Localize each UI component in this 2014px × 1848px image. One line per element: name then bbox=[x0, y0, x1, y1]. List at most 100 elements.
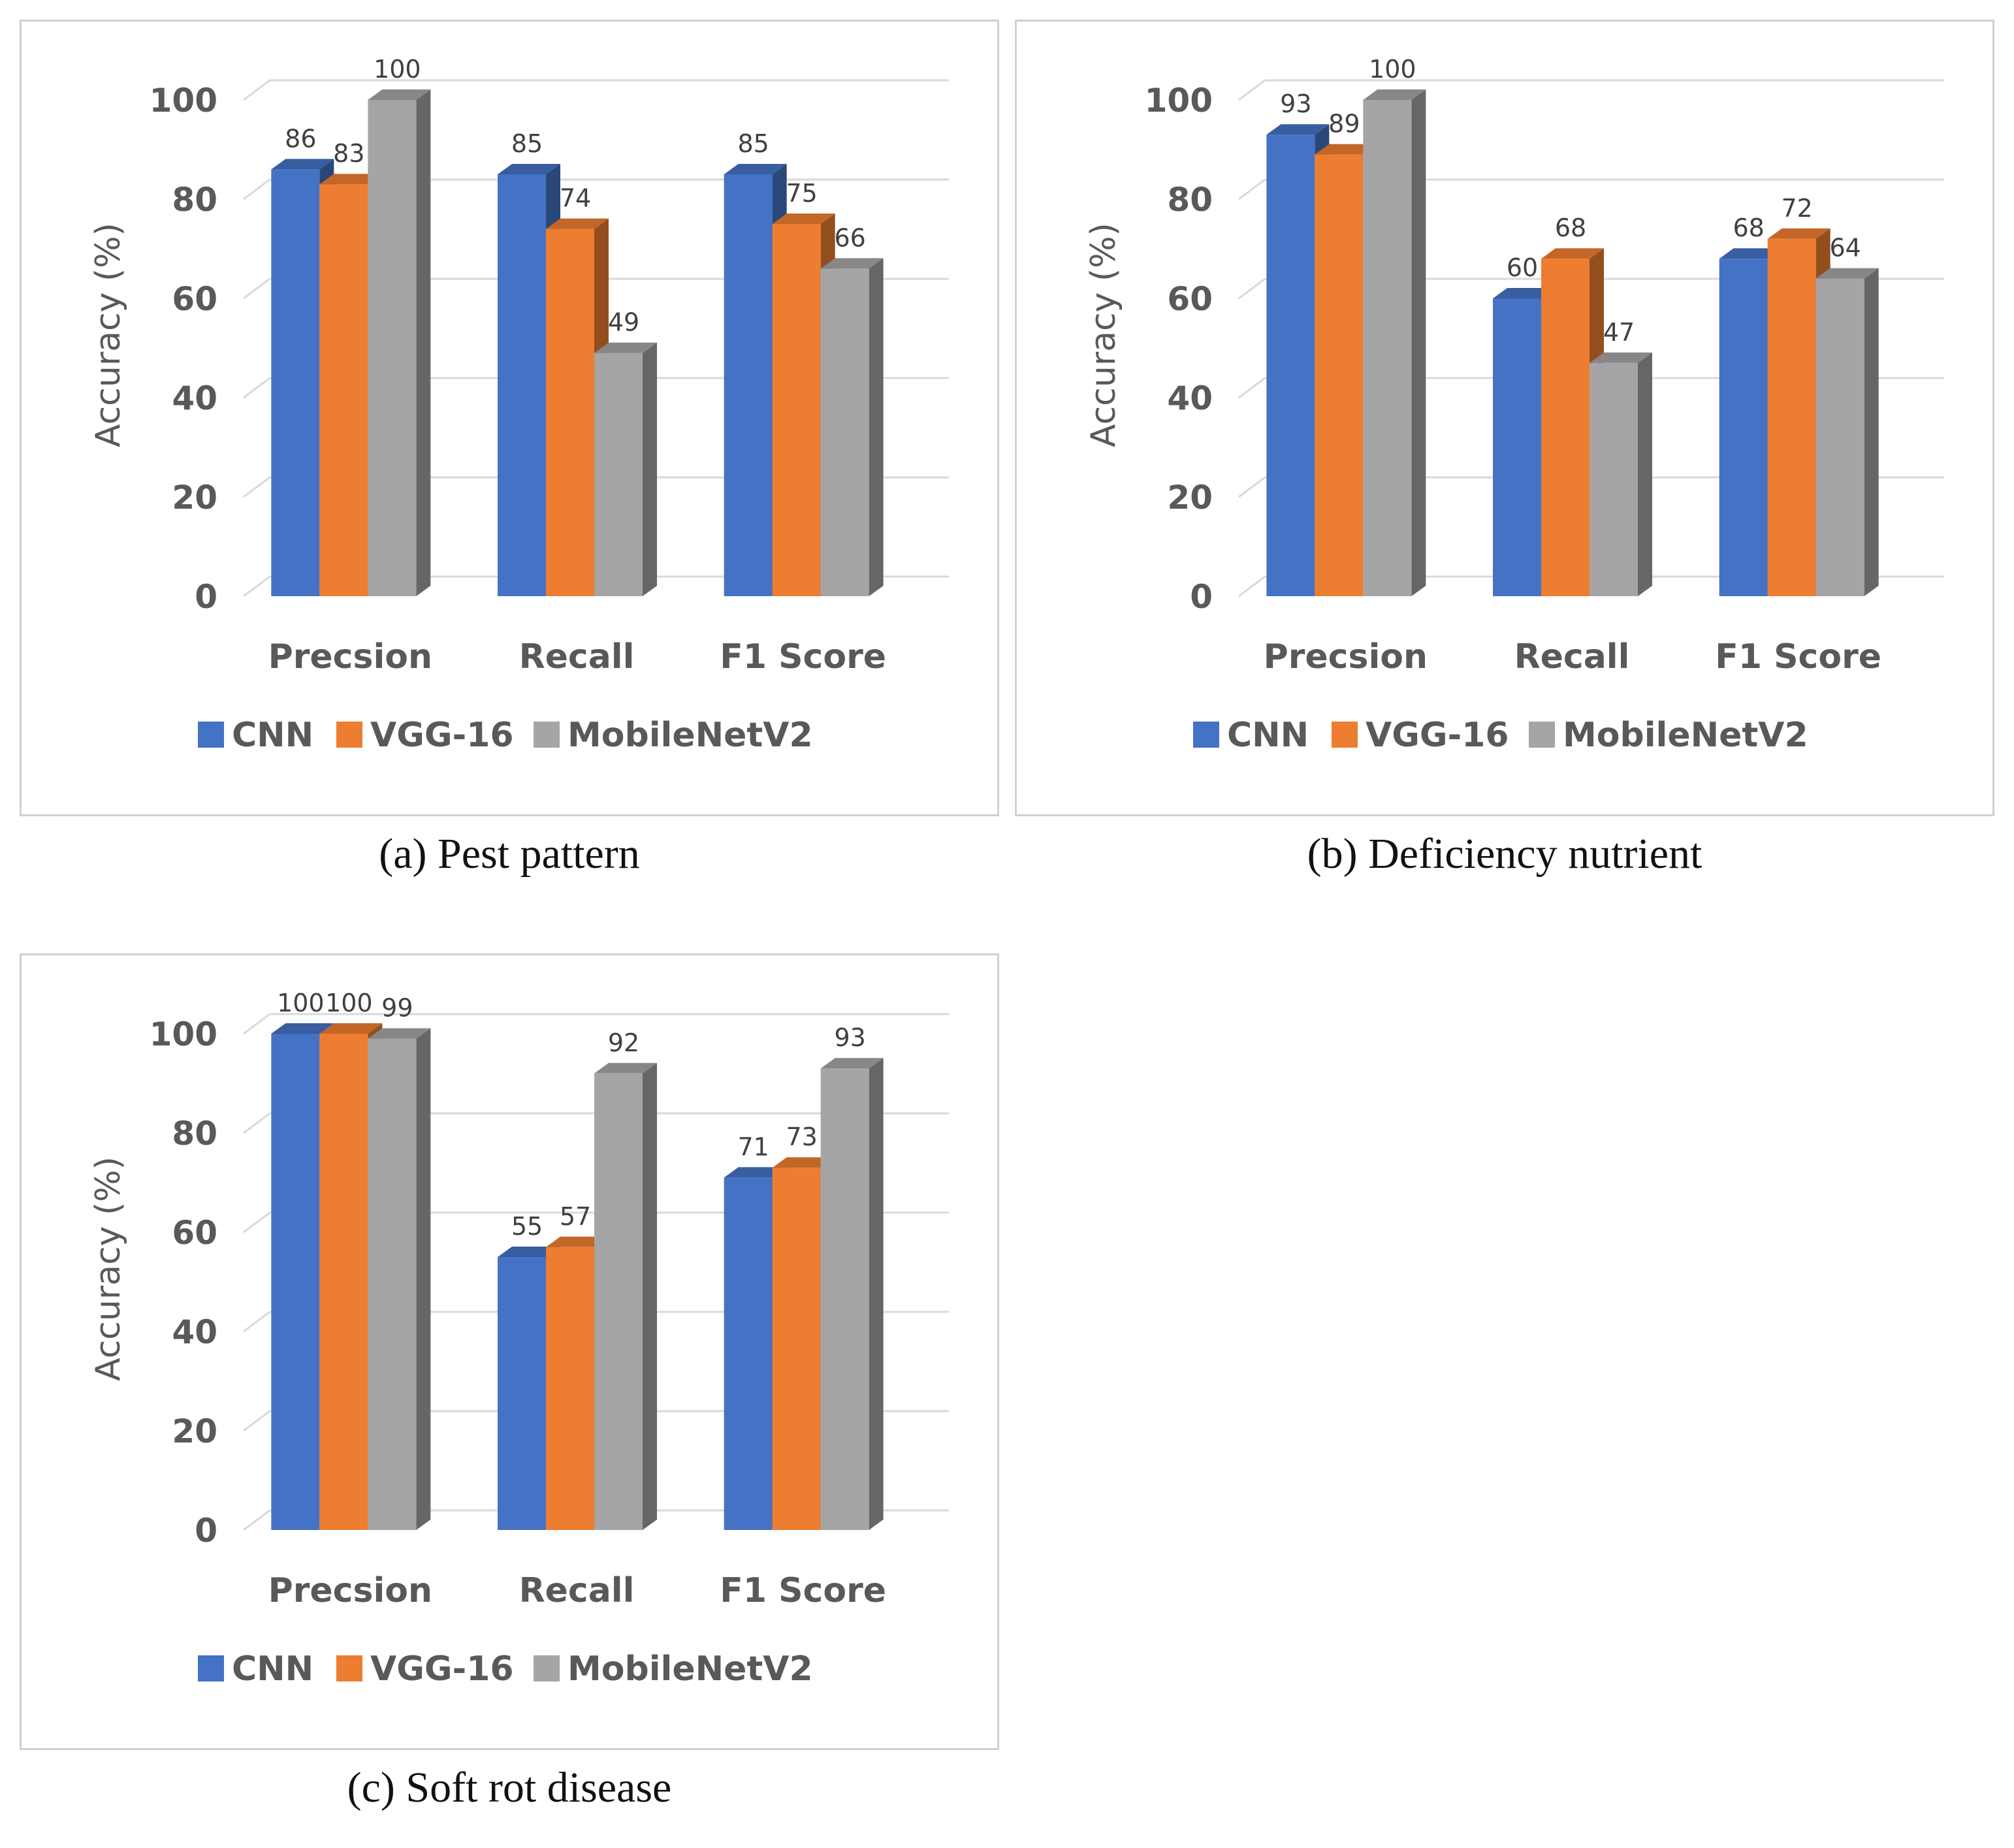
bar-top-cnn bbox=[1266, 124, 1330, 135]
data-label: 72 bbox=[1781, 194, 1812, 223]
legend-label-cnn: CNN bbox=[232, 716, 313, 755]
gridline-connector bbox=[243, 476, 270, 498]
bar-top-vgg-16 bbox=[319, 174, 383, 185]
legend-label-mobilenetv2: MobileNetV2 bbox=[567, 1649, 813, 1689]
data-label: 47 bbox=[1603, 318, 1635, 347]
category-label: Recall bbox=[519, 637, 635, 677]
gridline-connector bbox=[1238, 79, 1266, 101]
legend-label-cnn: CNN bbox=[1227, 716, 1309, 755]
y-tick-label: 60 bbox=[172, 280, 217, 318]
y-axis-label: Accuracy (%) bbox=[89, 1156, 128, 1381]
bar-vgg-16 bbox=[319, 1034, 368, 1530]
data-label: 99 bbox=[381, 994, 413, 1023]
bar-cnn bbox=[271, 1034, 320, 1530]
gridline-connector bbox=[243, 575, 270, 597]
y-tick-label: 100 bbox=[1145, 82, 1213, 119]
bar-top-vgg-16 bbox=[319, 1023, 383, 1034]
bar-mobilenetv2 bbox=[820, 268, 869, 596]
bar-vgg-16 bbox=[772, 224, 821, 596]
bar-top-vgg-16 bbox=[772, 1157, 835, 1168]
data-label: 93 bbox=[834, 1023, 865, 1052]
data-label: 100 bbox=[374, 55, 421, 84]
data-label: 100 bbox=[1369, 55, 1416, 84]
bar-top-vgg-16 bbox=[546, 218, 609, 229]
gridline-connector bbox=[243, 1509, 270, 1531]
data-label: 93 bbox=[1280, 89, 1311, 118]
bar-vgg-16 bbox=[546, 229, 594, 597]
bar-top-vgg-16 bbox=[1315, 144, 1378, 155]
category-label: Precsion bbox=[1264, 637, 1428, 677]
y-tick-label: 20 bbox=[172, 1412, 217, 1450]
gridline-connector bbox=[1238, 278, 1266, 300]
data-label: 66 bbox=[834, 223, 865, 252]
category-label: F1 Score bbox=[720, 637, 886, 677]
bar-mobilenetv2 bbox=[594, 1073, 643, 1530]
data-label: 85 bbox=[737, 129, 769, 158]
category-label: Precsion bbox=[268, 1571, 432, 1610]
bar-mobilenetv2 bbox=[820, 1068, 869, 1530]
bar-top-mobilenetv2 bbox=[1363, 89, 1426, 100]
bar-top-cnn bbox=[271, 1023, 334, 1034]
bar-side-mobilenetv2 bbox=[416, 1028, 431, 1530]
bar-top-mobilenetv2 bbox=[368, 1028, 431, 1039]
data-label: 55 bbox=[511, 1212, 543, 1241]
y-tick-label: 0 bbox=[1190, 578, 1213, 616]
bar-side-mobilenetv2 bbox=[416, 89, 431, 596]
bar-top-mobilenetv2 bbox=[368, 89, 431, 100]
bar-top-vgg-16 bbox=[546, 1236, 609, 1247]
y-tick-label: 40 bbox=[172, 379, 217, 417]
bar-side-mobilenetv2 bbox=[643, 1062, 657, 1530]
bar-mobilenetv2 bbox=[1363, 100, 1412, 596]
legend-swatch-cnn bbox=[198, 1655, 224, 1681]
bar-top-cnn bbox=[724, 164, 787, 174]
data-label: 75 bbox=[786, 179, 817, 208]
legend-label-vgg-16: VGG-16 bbox=[370, 716, 514, 755]
legend-swatch-mobilenetv2 bbox=[1529, 722, 1555, 748]
bar-top-mobilenetv2 bbox=[1815, 268, 1879, 279]
chart-caption-c: (c) Soft rot disease bbox=[347, 1764, 672, 1811]
bar-vgg-16 bbox=[772, 1168, 821, 1530]
y-tick-label: 100 bbox=[150, 1015, 217, 1053]
category-label: F1 Score bbox=[720, 1571, 886, 1610]
bar-vgg-16 bbox=[1541, 259, 1590, 596]
bar-top-vgg-16 bbox=[1541, 248, 1604, 259]
legend-label-mobilenetv2: MobileNetV2 bbox=[1563, 716, 1808, 755]
y-tick-label: 100 bbox=[150, 82, 217, 119]
data-label: 49 bbox=[608, 308, 639, 337]
data-label: 100 bbox=[277, 989, 325, 1017]
legend-swatch-cnn bbox=[198, 722, 224, 748]
gridline-connector bbox=[243, 377, 270, 399]
category-label: F1 Score bbox=[1715, 637, 1881, 677]
data-label: 57 bbox=[560, 1202, 591, 1231]
bar-top-cnn bbox=[498, 164, 560, 174]
bar-vgg-16 bbox=[1767, 238, 1816, 596]
bar-vgg-16 bbox=[546, 1247, 594, 1530]
bar-top-cnn bbox=[271, 159, 334, 170]
y-tick-label: 60 bbox=[1167, 280, 1213, 318]
data-label: 68 bbox=[1555, 214, 1586, 242]
bar-cnn bbox=[271, 169, 320, 596]
bar-top-cnn bbox=[724, 1167, 787, 1178]
y-tick-label: 40 bbox=[172, 1313, 217, 1351]
bar-cnn bbox=[498, 1257, 546, 1530]
chart-b-svg: 0 20 40 60 80 100 Accuracy (%) 93 89 100 Precsion 6… bbox=[1084, 55, 1944, 755]
gridline-connector bbox=[243, 1112, 270, 1134]
bar-top-mobilenetv2 bbox=[594, 1062, 657, 1074]
legend-swatch-cnn bbox=[1193, 722, 1219, 748]
category-label: Recall bbox=[519, 1571, 635, 1610]
y-tick-label: 80 bbox=[172, 181, 217, 219]
bar-top-vgg-16 bbox=[1767, 228, 1830, 239]
gridline-connector bbox=[1238, 476, 1266, 498]
bar-cnn bbox=[724, 1177, 773, 1530]
bar-top-cnn bbox=[1719, 248, 1782, 259]
y-tick-label: 0 bbox=[195, 1512, 217, 1550]
category-label: Precsion bbox=[268, 637, 432, 677]
y-axis-label: Accuracy (%) bbox=[89, 223, 128, 447]
bar-cnn bbox=[724, 174, 773, 596]
bar-mobilenetv2 bbox=[1590, 362, 1638, 596]
bar-top-mobilenetv2 bbox=[1590, 352, 1652, 363]
chart-a-svg: 0 20 40 60 80 100 Accuracy (%) 86 83 100 Precsion 8… bbox=[89, 55, 949, 755]
bar-top-vgg-16 bbox=[772, 214, 835, 224]
legend-label-cnn: CNN bbox=[232, 1649, 313, 1689]
bar-side-mobilenetv2 bbox=[869, 1058, 884, 1530]
